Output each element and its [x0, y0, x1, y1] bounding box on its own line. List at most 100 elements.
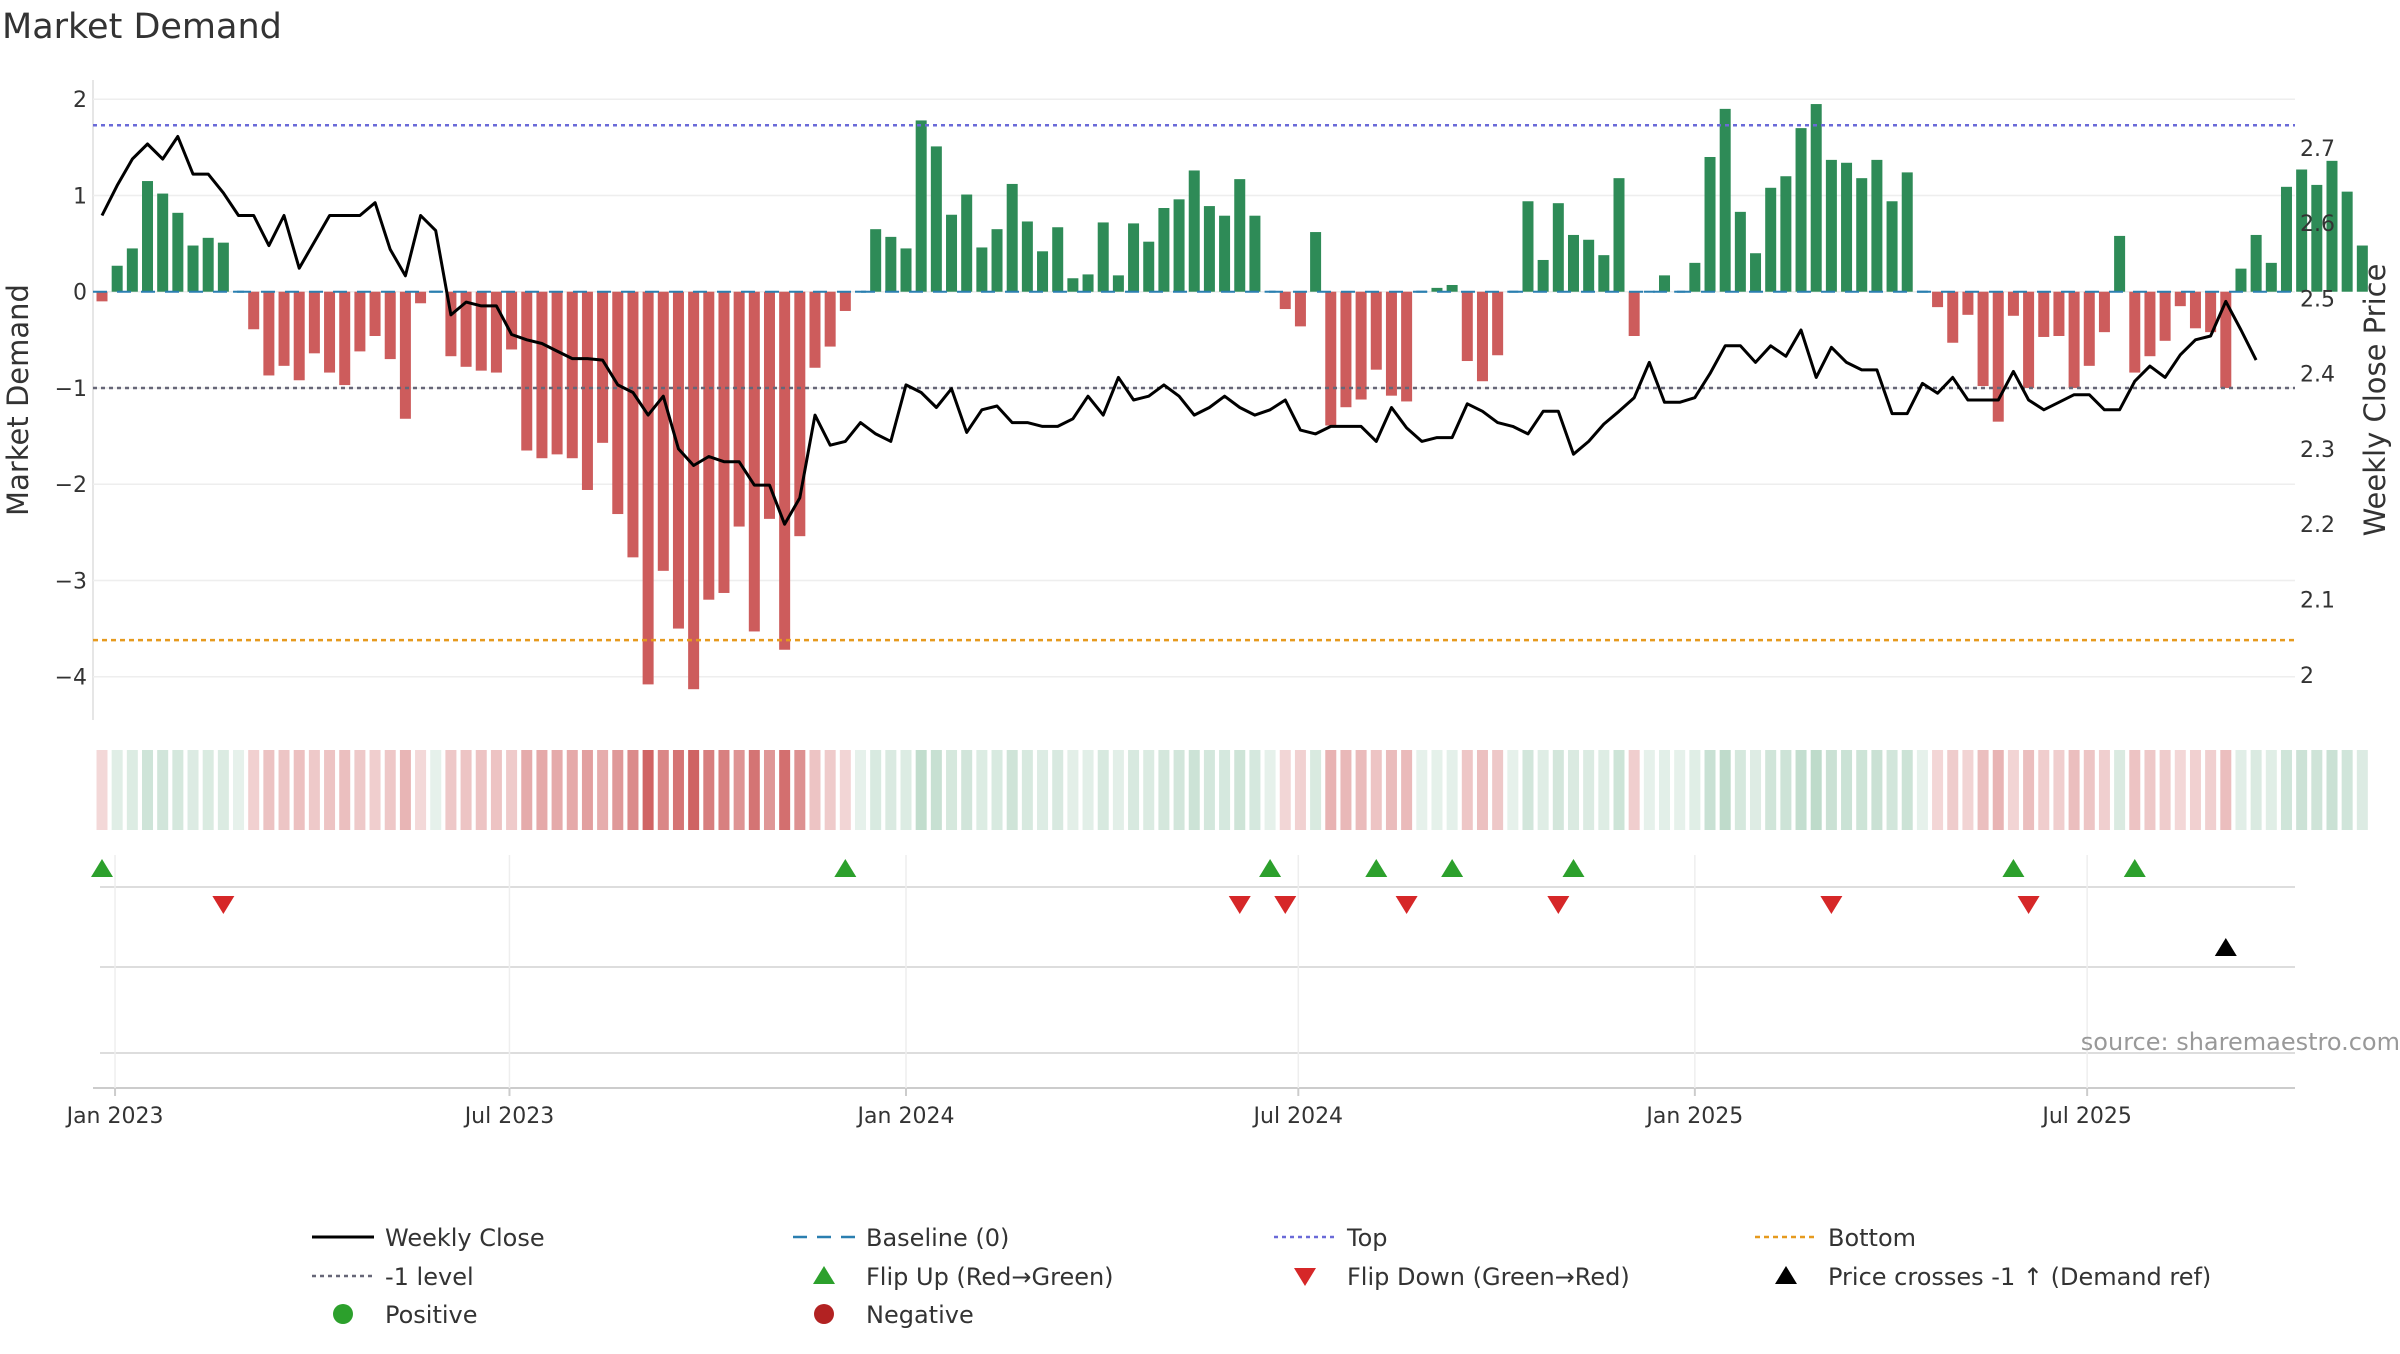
demand-bar: [718, 291, 730, 593]
heat-cell: [1279, 750, 1291, 830]
heat-cell: [1734, 750, 1746, 830]
demand-bar: [688, 291, 700, 690]
heat-cell: [1628, 750, 1640, 830]
heat-cell: [566, 750, 578, 830]
demand-bar: [2205, 291, 2217, 333]
heat-cell: [1264, 750, 1276, 830]
demand-bar: [900, 248, 912, 292]
demand-bar: [1643, 290, 1655, 293]
heat-cell: [263, 750, 275, 830]
demand-bar: [2114, 235, 2126, 292]
heat-cell: [399, 750, 411, 830]
heat-cell: [2296, 750, 2308, 830]
demand-bar: [1219, 215, 1231, 292]
heat-cell: [1932, 750, 1944, 830]
demand-bar: [1598, 255, 1610, 292]
flip-down-marker: [1395, 896, 1418, 914]
heat-cell: [1021, 750, 1033, 830]
demand-bar: [703, 291, 715, 600]
flip-up-marker: [2002, 859, 2025, 877]
demand-bar: [2280, 186, 2292, 292]
demand-bar: [1021, 221, 1033, 292]
demand-bar: [1932, 291, 1944, 308]
flip-down-marker: [1228, 896, 1251, 914]
demand-bar: [248, 291, 260, 330]
heat-cell: [1294, 750, 1306, 830]
demand-bar: [384, 291, 396, 360]
heat-cell: [1567, 750, 1579, 830]
demand-bar: [308, 291, 320, 354]
heat-cell: [157, 750, 169, 830]
heat-cell: [1052, 750, 1064, 830]
legend-label: -1 level: [385, 1263, 474, 1291]
heat-cell: [1825, 750, 1837, 830]
demand-bars: [96, 104, 2368, 690]
flip-up-marker: [91, 859, 113, 877]
x-tick-label: Jul 2023: [463, 1104, 555, 1129]
y-tick-right: 2: [2300, 664, 2314, 689]
weekly-close-series: [100, 135, 2258, 526]
demand-bar: [2296, 169, 2308, 292]
flip-up-marker: [1365, 859, 1388, 877]
demand-bar: [1841, 162, 1853, 292]
heat-cell: [1325, 750, 1337, 830]
demand-bar: [1704, 156, 1716, 292]
y-tick-left: −2: [55, 473, 87, 498]
demand-bar: [1385, 291, 1397, 396]
legend-label: Price crosses -1 ↑ (Demand ref): [1828, 1263, 2211, 1291]
y-tick-left: 2: [73, 88, 87, 113]
heat-cell: [1765, 750, 1777, 830]
demand-bar: [111, 265, 123, 292]
heat-cell: [642, 750, 654, 830]
heat-cell: [2023, 750, 2035, 830]
demand-bar: [536, 291, 548, 459]
demand-bar: [96, 291, 108, 302]
y-tick-left: −4: [55, 666, 87, 691]
demand-bar: [1992, 291, 2004, 422]
heat-cell: [915, 750, 927, 830]
demand-bar: [2174, 291, 2186, 307]
demand-bar: [399, 291, 411, 419]
demand-bar: [1825, 159, 1837, 292]
legend-label: Positive: [385, 1301, 478, 1329]
demand-bar: [1613, 178, 1625, 292]
heat-cell: [354, 750, 366, 830]
heat-cell: [1750, 750, 1762, 830]
demand-bar: [157, 193, 169, 292]
source-note: source: sharemaestro.com: [2081, 1028, 2400, 1056]
y-tick-right: 2.1: [2300, 589, 2335, 614]
y-tick-right: 2.2: [2300, 513, 2335, 538]
heat-cell: [794, 750, 806, 830]
heat-cell: [111, 750, 123, 830]
heat-cell: [293, 750, 305, 830]
demand-bar: [1552, 203, 1564, 292]
flip-down-marker: [212, 896, 235, 914]
heat-cell: [460, 750, 472, 830]
heat-cell: [126, 750, 138, 830]
demand-bar: [1886, 201, 1898, 292]
heat-cell: [2189, 750, 2201, 830]
heat-cell: [1795, 750, 1807, 830]
x-tick-label: Jul 2024: [1252, 1104, 1344, 1129]
x-tick-label: Jul 2025: [2040, 1104, 2132, 1129]
demand-bar: [779, 291, 791, 650]
heat-cell: [96, 750, 108, 830]
heat-cell: [688, 750, 700, 830]
heat-cell: [2174, 750, 2186, 830]
heat-cell: [657, 750, 669, 830]
demand-bar: [2250, 234, 2262, 292]
demand-bar: [475, 291, 487, 371]
demand-bar: [839, 291, 851, 311]
y-tick-right: 2.5: [2300, 287, 2335, 312]
demand-bar: [1158, 208, 1170, 292]
flip-down-marker: [1820, 896, 1843, 914]
demand-bar: [763, 291, 775, 519]
demand-bar: [581, 291, 593, 490]
demand-bar: [946, 214, 958, 292]
demand-bar: [551, 291, 563, 455]
demand-bar: [2356, 245, 2368, 292]
demand-bar: [1522, 201, 1534, 292]
heat-cell: [1203, 750, 1215, 830]
heat-cell: [324, 750, 336, 830]
demand-bar: [460, 291, 472, 367]
